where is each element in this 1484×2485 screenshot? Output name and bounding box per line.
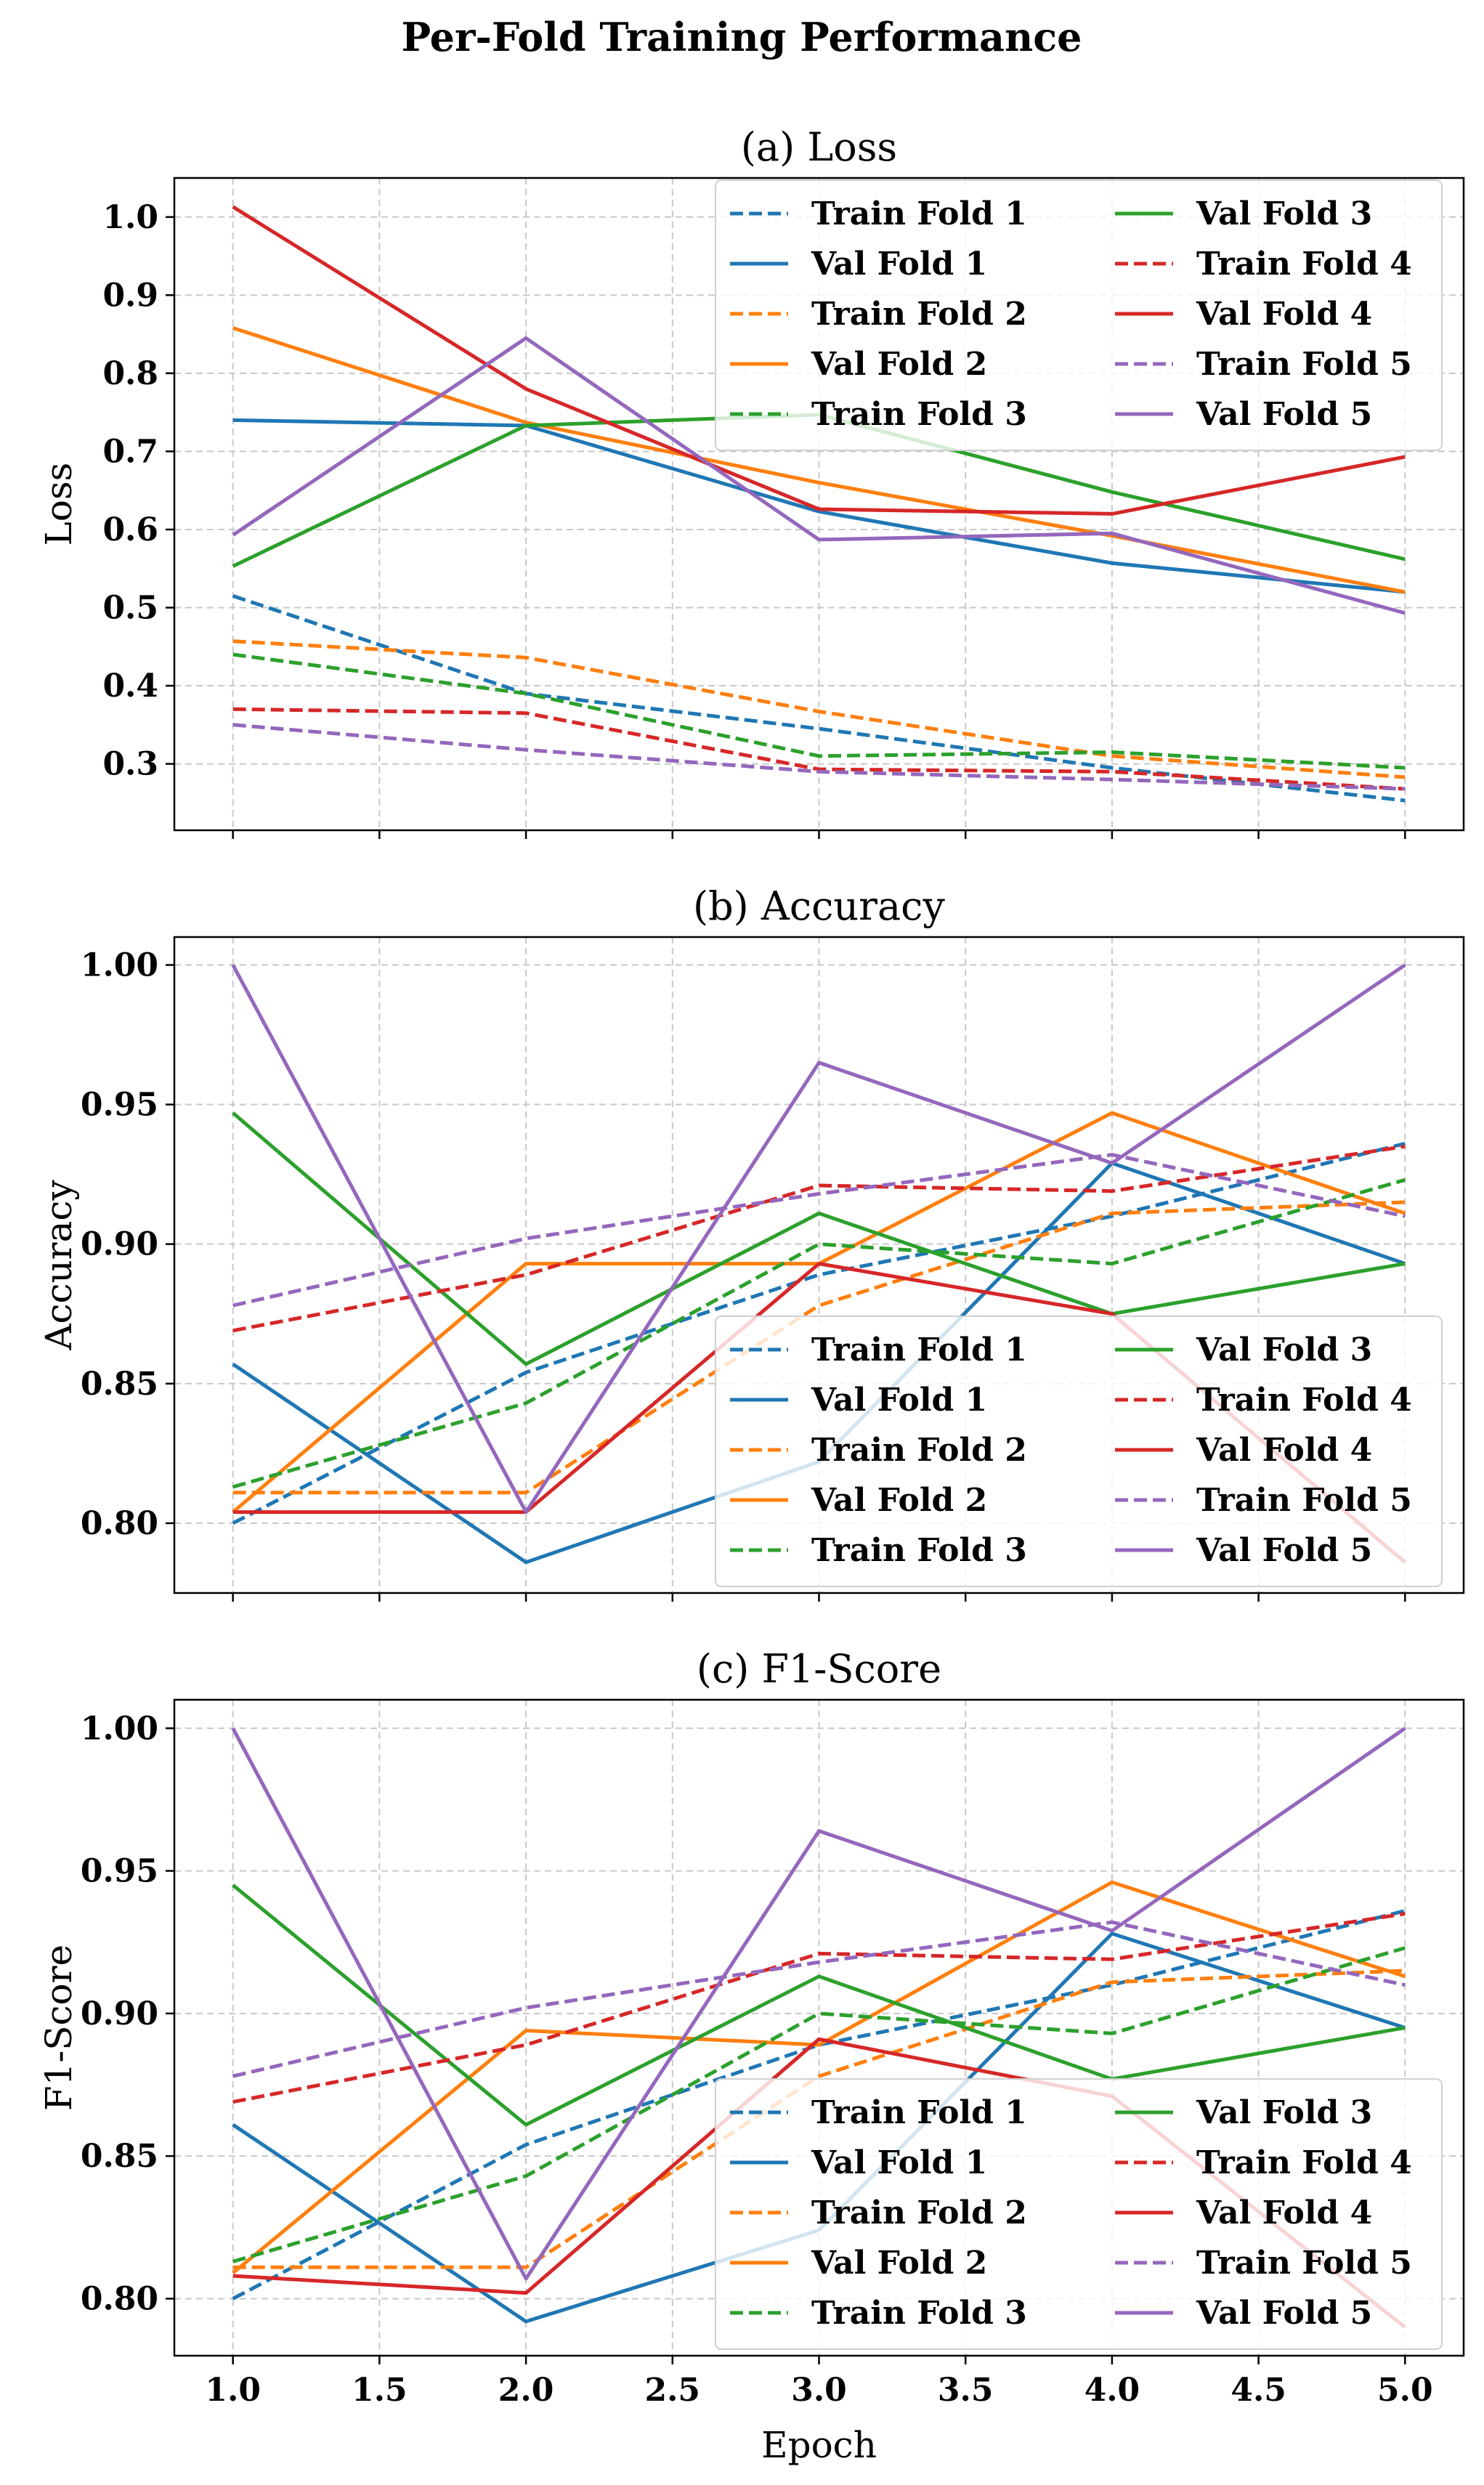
series-line-train-fold-5 [232,1153,1406,1308]
series-line-train-fold-2 [232,1200,1406,1495]
x-tick-label: 1.5 [352,2372,408,2409]
y-axis-label: Loss [38,463,80,546]
legend-label: Train Fold 4 [1196,246,1412,283]
series-line-train-fold-4 [232,1144,1406,1333]
legend-label: Train Fold 4 [1196,2144,1412,2181]
legend-label: Train Fold 2 [811,2194,1027,2231]
legend-box [715,1316,1443,1587]
legend-label: Val Fold 2 [811,2245,987,2282]
y-tick-label: 0.7 [102,433,158,470]
legend: Train Fold 1 Val Fold 1 Train Fold 2 Val Fo… [715,179,1443,451]
legend-label: Train Fold 4 [1196,1382,1412,1419]
legend-label: Train Fold 1 [811,2094,1027,2131]
x-axis-label: Epoch [761,2424,877,2466]
series-line-train-fold-3 [232,652,1406,770]
y-tick-label: 1.00 [81,946,158,984]
series-line-train-fold-4 [232,707,1406,791]
series-line-val-fold-3 [232,1111,1406,1366]
y-tick-label: 0.8 [102,355,158,392]
y-axis-label: F1-Score [38,1945,80,2111]
legend-label: Val Fold 4 [1196,2194,1372,2231]
legend-label: Val Fold 2 [811,346,987,383]
y-tick-label: 0.9 [102,277,158,314]
y-tick-label: 0.90 [81,1995,158,2032]
panel-1: (a) Loss 0.3 0.4 0.5 0.6 0.7 0.8 0.9 1.0 Loss Trai… [38,124,1465,839]
y-tick-label: 0.85 [81,2138,158,2175]
series-line-train-fold-2 [232,639,1406,779]
series-line-val-fold-1 [232,418,1406,594]
legend-label: Train Fold 5 [1196,1482,1412,1519]
x-tick-label: 5.0 [1377,2372,1433,2409]
legend-label: Train Fold 3 [811,1532,1027,1569]
x-tick-label: 2.0 [498,2372,554,2409]
y-tick-label: 0.90 [81,1226,158,1263]
y-axis-label: Accuracy [38,1180,80,1351]
legend: Train Fold 1 Val Fold 1 Train Fold 2 Val Fo… [715,2078,1443,2350]
series-line-val-fold-3 [232,1884,1406,2127]
series-line-train-fold-2 [232,1969,1406,2269]
series-line-train-fold-5 [232,723,1406,791]
legend-label: Val Fold 2 [811,1482,987,1519]
y-tick-label: 0.95 [81,1853,158,1890]
y-tick-label: 0.5 [102,589,158,626]
series-line-val-fold-5 [232,336,1406,615]
legend-label: Train Fold 1 [811,1331,1027,1369]
y-tick-label: 0.6 [102,511,158,548]
legend-label: Val Fold 5 [1196,396,1372,433]
legend-label: Val Fold 1 [811,1382,987,1419]
series-line-train-fold-4 [232,1912,1406,2104]
series-line-train-fold-1 [232,1909,1406,2300]
panels: (a) Loss 0.3 0.4 0.5 0.6 0.7 0.8 0.9 1.0 Loss Trai… [38,124,1465,2466]
x-tick-label: 3.5 [938,2372,994,2409]
legend-label: Train Fold 1 [811,195,1027,232]
series-line-val-fold-2 [232,1880,1406,2275]
y-tick-label: 0.95 [81,1087,158,1124]
panel-title: (c) F1-Score [697,1646,941,1692]
series-line-train-fold-1 [232,1141,1406,1525]
legend-label: Train Fold 2 [811,1432,1027,1469]
y-tick-label: 1.0 [102,199,158,236]
legend-label: Val Fold 3 [1196,1331,1372,1369]
x-tick-label: 2.5 [645,2372,701,2409]
y-tick-label: 1.00 [81,1710,158,1747]
panel-2: (b) Accuracy 0.80 0.85 0.90 0.95 1.00 Accuracy… [38,883,1465,1602]
legend-label: Val Fold 4 [1196,1432,1372,1469]
figure-title: Per-Fold Training Performance [402,14,1082,60]
series-line-train-fold-5 [232,1920,1406,2078]
x-tick-label: 4.5 [1230,2372,1286,2409]
legend-label: Val Fold 4 [1196,296,1372,333]
y-tick-label: 0.85 [81,1366,158,1403]
panel-3: (c) F1-Score 0.80 0.85 0.90 0.95 1.00 1.0 1.5 2.… [38,1646,1465,2466]
legend: Train Fold 1 Val Fold 1 Train Fold 2 Val Fo… [715,1316,1443,1587]
legend-label: Val Fold 5 [1196,2295,1372,2332]
legend-box [715,179,1443,451]
y-tick-label: 0.80 [81,1505,158,1542]
legend-label: Train Fold 3 [811,396,1027,433]
legend-label: Val Fold 1 [811,246,987,283]
x-tick-label: 4.0 [1084,2372,1140,2409]
legend-label: Val Fold 1 [811,2144,987,2181]
legend-label: Train Fold 3 [811,2295,1027,2332]
legend-box [715,2078,1443,2350]
y-tick-label: 0.3 [102,746,158,783]
y-tick-label: 0.80 [81,2280,158,2317]
legend-label: Train Fold 5 [1196,2245,1412,2282]
panel-title: (b) Accuracy [693,883,945,929]
legend-label: Val Fold 5 [1196,1532,1372,1569]
series-line-val-fold-4 [232,205,1406,516]
series-line-val-fold-5 [231,1727,1406,2281]
legend-label: Train Fold 5 [1196,346,1412,383]
x-tick-label: 1.0 [205,2372,261,2409]
y-tick-label: 0.4 [102,668,158,705]
legend-label: Val Fold 3 [1196,195,1372,232]
legend-label: Train Fold 2 [811,296,1027,333]
legend-label: Val Fold 3 [1196,2094,1372,2131]
x-tick-label: 3.0 [791,2372,847,2409]
series-line-val-fold-2 [232,326,1406,594]
series-line-val-fold-5 [231,963,1406,1515]
panel-title: (a) Loss [741,124,897,170]
